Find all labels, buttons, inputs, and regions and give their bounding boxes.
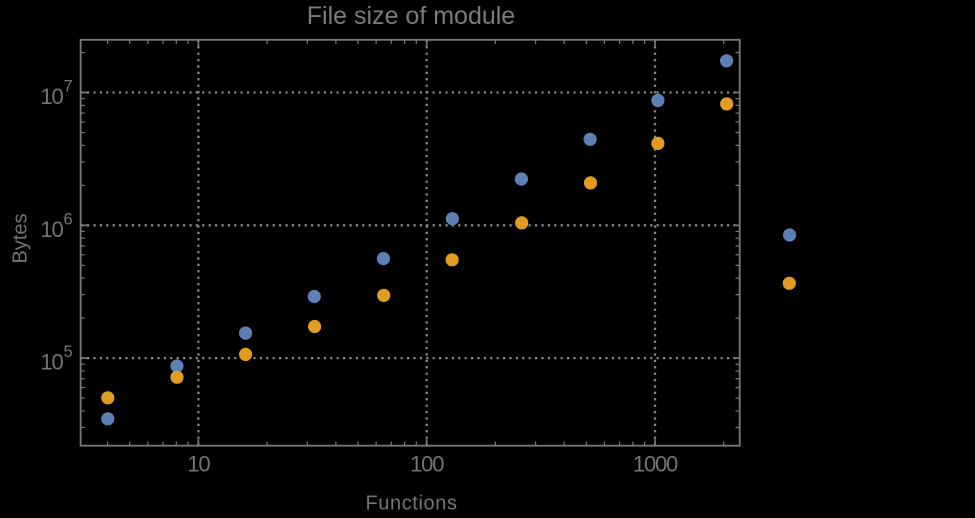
svg-text:File size of module: File size of module [307,2,515,30]
svg-text:10: 10 [187,452,210,477]
svg-text:Functions: Functions [365,493,457,514]
svg-text:1000: 1000 [633,452,678,477]
svg-text:6: 6 [64,210,73,228]
svg-text:10: 10 [40,350,63,375]
svg-text:7: 7 [64,78,73,96]
svg-text:100: 100 [410,452,444,477]
svg-text:10: 10 [40,84,63,109]
svg-text:5: 5 [64,343,73,361]
svg-text:10: 10 [40,217,63,242]
svg-text:Bytes: Bytes [10,213,32,263]
